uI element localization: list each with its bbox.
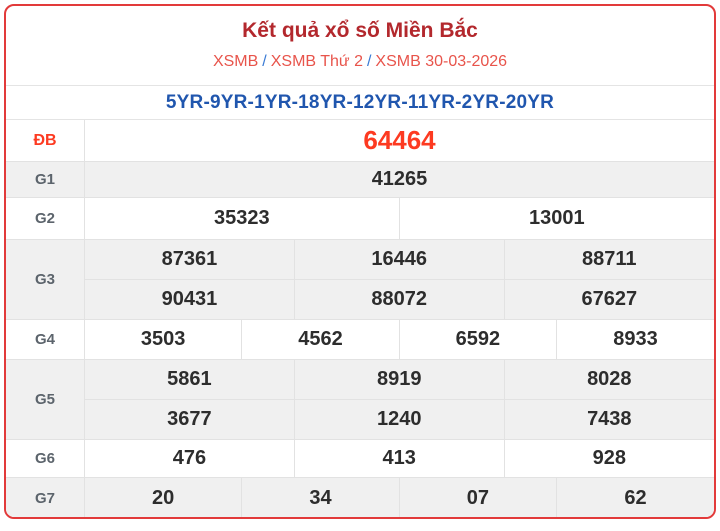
table-row-g7: G7 20 34 07 62 xyxy=(6,477,714,517)
prize-label-g3: G3 xyxy=(6,239,85,320)
prize-label-g5: G5 xyxy=(6,359,85,440)
prize-value-g5: 5861 xyxy=(84,359,295,400)
prize-label-g7: G7 xyxy=(6,477,85,517)
prize-label-db: ĐB xyxy=(6,119,85,162)
prize-label-g1: G1 xyxy=(6,161,85,198)
table-row-g1: G1 41265 xyxy=(6,161,714,198)
breadcrumb: XSMB / XSMB Thứ 2/XSMB 30-03-2026 xyxy=(6,52,714,72)
prize-value-db: 64464 xyxy=(84,119,714,162)
breadcrumb-separator: / xyxy=(366,53,372,70)
table-row-g4: G4 3503 4562 6592 8933 xyxy=(6,319,714,360)
prize-value-g3: 88072 xyxy=(293,279,505,320)
table-row-g2: G2 35323 13001 xyxy=(6,197,714,240)
card-header: Kết quả xổ số Miền Bắc XSMB / XSMB Thứ 2/X… xyxy=(6,6,714,86)
prize-value-g6: 928 xyxy=(503,439,714,478)
prize-value-g5: 3677 xyxy=(84,399,295,440)
prize-value-g3: 16446 xyxy=(293,239,505,280)
table-row-db: ĐB 64464 xyxy=(6,119,714,162)
breadcrumb-link-xsmb-thu-2[interactable]: XSMB Thứ 2 xyxy=(270,53,363,70)
prize-value-g2: 13001 xyxy=(398,197,714,240)
prize-value-g3: 88711 xyxy=(503,239,714,280)
prize-value-g4: 3503 xyxy=(83,319,243,360)
prize-label-g4: G4 xyxy=(6,319,85,360)
prize-label-g2: G2 xyxy=(6,197,85,240)
table-row-g6: G6 476 413 928 xyxy=(6,439,714,478)
prize-value-g3: 87361 xyxy=(84,239,295,280)
lottery-results-card: Kết quả xổ số Miền Bắc XSMB / XSMB Thứ 2/X… xyxy=(4,4,716,519)
prize-value-g5: 7438 xyxy=(503,399,714,440)
table-row-g5: G5 5861 8919 8028 xyxy=(6,359,714,440)
prize-value-g4: 8933 xyxy=(556,319,714,360)
prize-value-g4: 6592 xyxy=(398,319,558,360)
page-title: Kết quả xổ số Miền Bắc xyxy=(242,19,478,42)
prize-codes-line: 5YR-9YR-1YR-18YR-12YR-11YR-2YR-20YR xyxy=(6,86,714,120)
prize-value-g5: 8028 xyxy=(503,359,714,400)
prize-value-g3: 67627 xyxy=(503,279,714,320)
breadcrumb-separator: / xyxy=(262,53,267,70)
table-row-g3b: 90431 88072 67627 xyxy=(6,279,714,320)
prize-value-g1: 41265 xyxy=(84,161,714,198)
prize-value-g4: 4562 xyxy=(241,319,400,360)
prize-value-g6: 413 xyxy=(293,439,505,478)
prize-value-g5: 1240 xyxy=(293,399,505,440)
prize-value-g6: 476 xyxy=(84,439,295,478)
prize-value-g7: 07 xyxy=(398,477,558,517)
prize-value-g3: 90431 xyxy=(84,279,295,320)
breadcrumb-link-xsmb[interactable]: XSMB xyxy=(212,53,259,70)
prize-value-g7: 62 xyxy=(556,477,714,517)
prize-value-g7: 20 xyxy=(83,477,243,517)
breadcrumb-link-xsmb-date[interactable]: XSMB 30-03-2026 xyxy=(375,53,508,70)
prize-value-g2: 35323 xyxy=(84,197,400,240)
table-row-g3: G3 87361 16446 88711 xyxy=(6,239,714,320)
prize-value-g5: 8919 xyxy=(293,359,505,400)
table-row-g5b: 3677 1240 7438 xyxy=(6,399,714,440)
prize-value-g7: 34 xyxy=(241,477,400,517)
prize-label-g6: G6 xyxy=(6,439,85,478)
results-table: ĐB 64464 G1 41265 G2 35323 13001 G3 8736… xyxy=(6,119,714,517)
